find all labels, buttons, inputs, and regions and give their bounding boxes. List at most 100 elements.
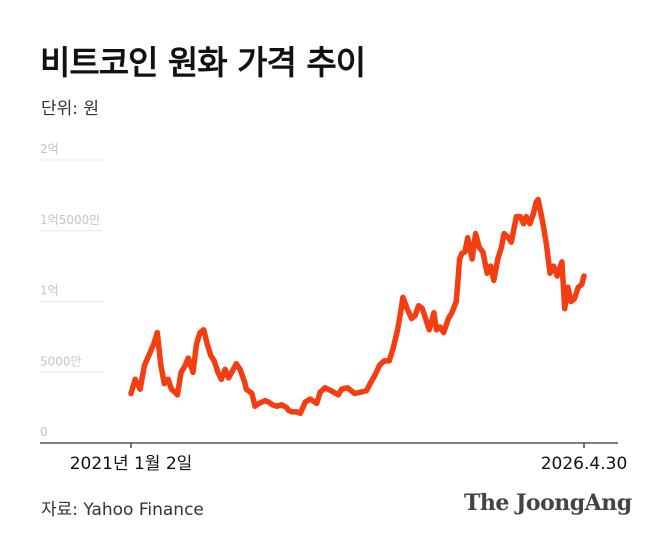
data-point <box>226 375 232 381</box>
data-point <box>256 400 262 406</box>
data-point <box>431 310 437 316</box>
data-point <box>151 341 157 347</box>
data-point <box>302 399 308 405</box>
data-point <box>339 386 345 392</box>
data-point <box>437 324 443 330</box>
chart-title: 비트코인 원화 가격 추이 <box>40 43 366 82</box>
data-point <box>571 296 578 302</box>
data-point <box>132 376 138 382</box>
data-point <box>412 313 418 319</box>
data-point <box>491 277 497 283</box>
data-point <box>314 400 320 406</box>
x-axis <box>40 442 618 448</box>
y-tick-label: 1억 <box>40 284 59 298</box>
data-point <box>488 263 494 269</box>
data-point <box>215 369 221 375</box>
data-point <box>146 352 152 358</box>
data-point <box>274 403 280 409</box>
data-point <box>297 410 303 416</box>
data-point <box>322 385 328 391</box>
data-point <box>229 369 235 375</box>
data-point <box>289 409 295 415</box>
data-point <box>404 306 410 312</box>
data-point <box>197 330 203 336</box>
data-point <box>476 245 482 251</box>
data-point <box>535 197 541 203</box>
data-point <box>377 362 383 368</box>
data-point <box>390 345 396 351</box>
data-point <box>539 214 545 220</box>
data-point <box>449 310 455 316</box>
y-tick-label: 1억5000만 <box>40 213 100 227</box>
data-point <box>579 281 585 288</box>
data-point <box>527 221 533 227</box>
data-point <box>317 389 323 395</box>
data-point <box>513 214 520 220</box>
x-tick-label-end: 2026.4.30 <box>541 454 628 474</box>
data-point <box>328 388 334 394</box>
data-point <box>395 327 401 333</box>
data-point <box>158 362 164 368</box>
data-point <box>344 385 351 391</box>
data-point <box>508 239 514 245</box>
data-point <box>505 235 512 241</box>
source-label: 자료: Yahoo Finance <box>41 500 204 520</box>
data-point <box>178 369 184 375</box>
data-point <box>465 235 471 241</box>
data-point <box>457 256 463 262</box>
data-point <box>381 358 387 364</box>
data-point <box>265 399 272 405</box>
data-point <box>543 242 550 248</box>
data-point <box>469 256 475 262</box>
data-point <box>168 386 175 392</box>
unit-label: 단위: 원 <box>41 99 100 119</box>
data-point <box>419 306 425 312</box>
data-point <box>521 221 527 227</box>
data-point <box>495 256 501 262</box>
data-point <box>307 396 313 402</box>
data-point <box>426 327 432 333</box>
price-series <box>128 196 587 417</box>
data-point <box>161 381 167 387</box>
data-point <box>441 330 447 336</box>
data-point <box>400 294 406 300</box>
y-axis-tick-labels: 0 5000만 1억 1억5000만 2억 <box>40 142 100 439</box>
data-point <box>222 366 228 372</box>
data-point <box>243 386 249 392</box>
data-point <box>218 376 224 382</box>
data-point <box>517 214 523 220</box>
data-point <box>484 270 490 276</box>
data-point <box>550 263 557 269</box>
data-point <box>137 386 143 392</box>
series-line <box>128 196 587 417</box>
x-axis-tick-labels: 2021년 1월 2일 2026.4.30 <box>70 454 628 474</box>
data-point <box>547 270 553 276</box>
data-point <box>398 308 404 314</box>
data-point <box>367 381 373 387</box>
data-point <box>185 355 191 361</box>
data-point <box>559 259 565 265</box>
data-point <box>352 390 358 397</box>
data-point <box>208 352 214 358</box>
data-point <box>554 273 560 279</box>
data-point <box>242 379 248 385</box>
data-point <box>358 389 364 395</box>
x-tick-label-start: 2021년 1월 2일 <box>70 454 193 474</box>
data-point <box>128 390 134 397</box>
data-point <box>193 341 200 347</box>
data-point <box>501 231 507 237</box>
data-point <box>249 390 255 397</box>
data-point <box>462 249 468 255</box>
data-point <box>575 284 581 290</box>
data-point <box>565 284 571 290</box>
data-point <box>237 366 243 372</box>
data-point <box>445 315 451 322</box>
gridlines <box>40 159 103 373</box>
data-point <box>190 369 196 375</box>
data-point <box>204 341 210 347</box>
data-point <box>372 372 378 378</box>
data-point <box>523 214 529 220</box>
data-point <box>498 245 504 251</box>
brand-logo: The JoongAng <box>464 490 632 516</box>
